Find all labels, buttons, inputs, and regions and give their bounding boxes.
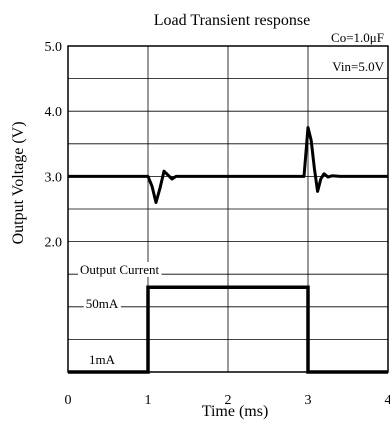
- current-level-50ma: 50mA: [86, 296, 119, 311]
- plot-frame: [67, 45, 389, 373]
- x-tick-label: 1: [145, 393, 152, 408]
- label-backing: [87, 352, 118, 367]
- x-axis-label: Time (ms): [202, 403, 269, 420]
- annotation-vin: Vin=5.0V: [332, 59, 384, 74]
- annotation-co: Co=1.0μF: [331, 30, 384, 45]
- x-tick-label: 3: [305, 393, 312, 408]
- current-level-1ma: 1mA: [89, 352, 116, 367]
- x-tick-label: 0: [65, 393, 72, 408]
- y-tick-label: 2.0: [45, 236, 63, 251]
- label-backing: [83, 296, 121, 311]
- chart-title: Load Transient response: [154, 12, 310, 29]
- x-tick-label: 4: [385, 393, 390, 408]
- x-tick-label: 2: [225, 393, 232, 408]
- current-series-label: Output Current: [80, 262, 159, 277]
- label-backing: [330, 59, 387, 74]
- y-tick-label: 4.0: [45, 105, 63, 120]
- label-backing: [78, 262, 162, 277]
- y-tick-label: 5.0: [45, 40, 63, 55]
- y-axis-label: Output Voltage (V): [10, 121, 27, 244]
- voltage-series-line: [68, 126, 388, 204]
- plot-grid: [68, 46, 388, 372]
- y-tick-label: 3.0: [45, 170, 63, 185]
- current-series-line: [68, 285, 388, 374]
